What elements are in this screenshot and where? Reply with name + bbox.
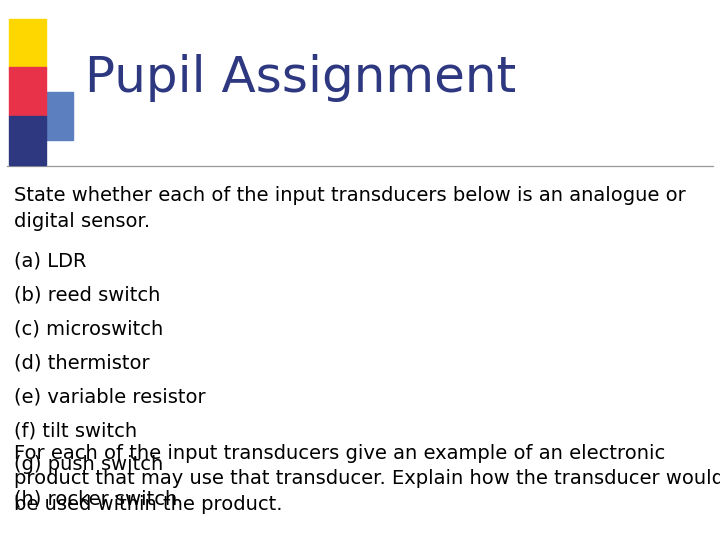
Bar — [9, 19, 46, 68]
Bar — [36, 92, 73, 140]
Text: (h) rocker switch: (h) rocker switch — [14, 489, 178, 508]
Text: (f) tilt switch: (f) tilt switch — [14, 421, 138, 440]
Bar — [9, 68, 46, 116]
Text: (a) LDR: (a) LDR — [14, 251, 87, 270]
Text: (c) microswitch: (c) microswitch — [14, 319, 163, 338]
Text: State whether each of the input transducers below is an analogue or
digital sens: State whether each of the input transduc… — [14, 186, 686, 231]
Text: (e) variable resistor: (e) variable resistor — [14, 387, 206, 406]
Text: Pupil Assignment: Pupil Assignment — [85, 54, 516, 102]
Text: (d) thermistor: (d) thermistor — [14, 353, 150, 372]
Bar — [9, 116, 46, 165]
Text: (g) push switch: (g) push switch — [14, 455, 163, 474]
Text: (b) reed switch: (b) reed switch — [14, 285, 161, 304]
Text: For each of the input transducers give an example of an electronic
product that : For each of the input transducers give a… — [14, 443, 720, 514]
